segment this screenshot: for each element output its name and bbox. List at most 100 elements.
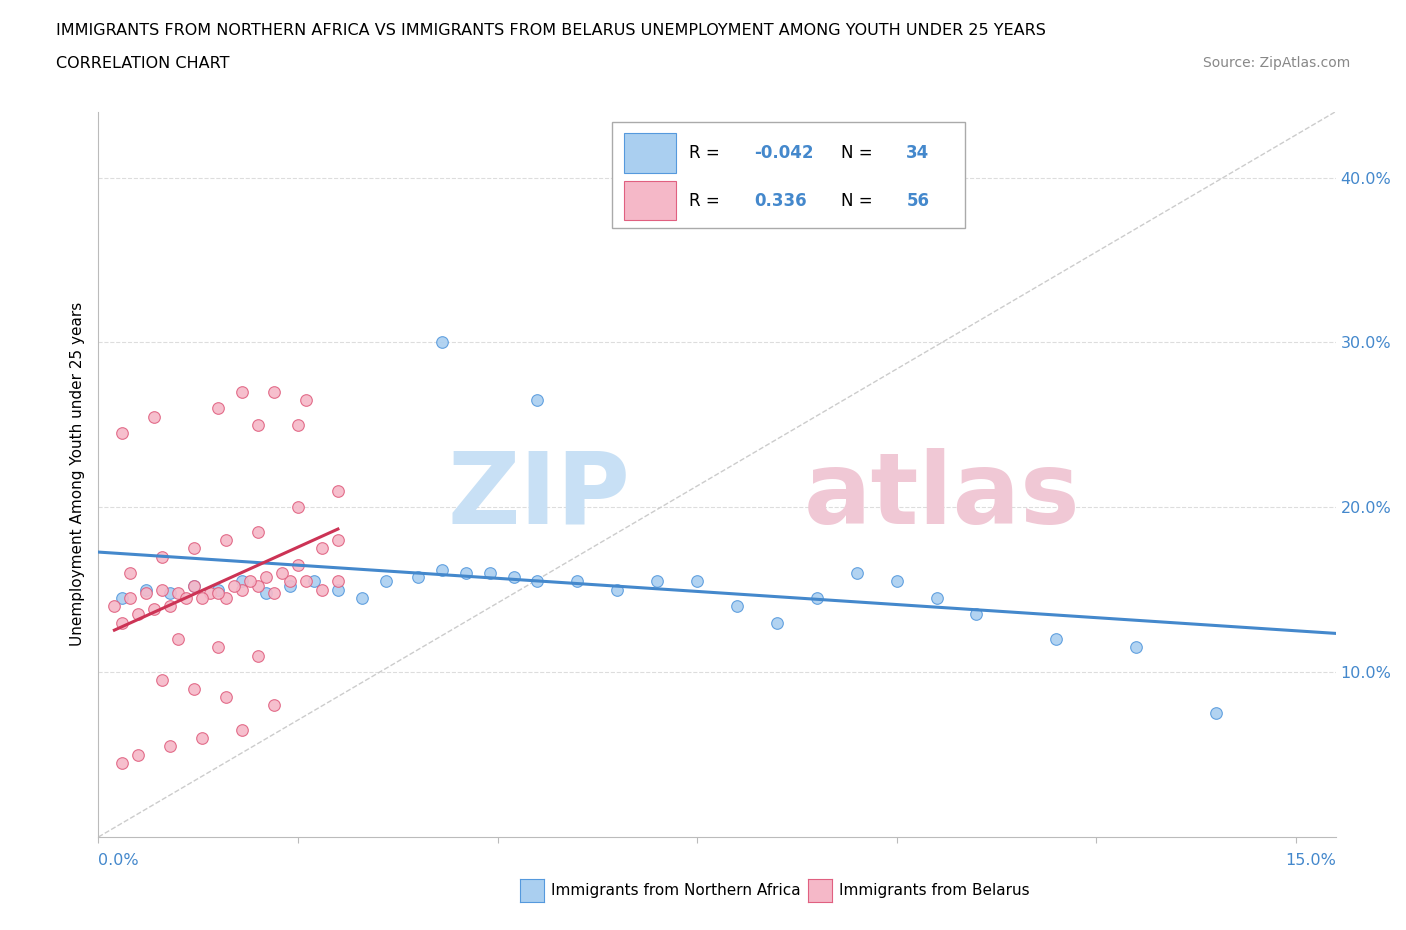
Point — [254, 586, 277, 601]
FancyBboxPatch shape — [624, 180, 676, 220]
Text: N =: N = — [841, 144, 872, 162]
Point — [1045, 631, 1067, 646]
Point — [326, 484, 349, 498]
Text: R =: R = — [689, 192, 720, 210]
Point — [725, 599, 748, 614]
FancyBboxPatch shape — [624, 133, 676, 173]
Point — [183, 579, 205, 594]
Point — [231, 574, 253, 589]
Point — [806, 591, 828, 605]
Point — [311, 582, 333, 597]
Point — [150, 673, 173, 688]
Text: atlas: atlas — [804, 447, 1080, 545]
Point — [207, 401, 229, 416]
Point — [127, 607, 149, 622]
Point — [191, 731, 214, 746]
Point — [526, 574, 548, 589]
Point — [215, 689, 238, 704]
Point — [350, 591, 373, 605]
Point — [215, 591, 238, 605]
Point — [247, 418, 270, 432]
Text: CORRELATION CHART: CORRELATION CHART — [56, 56, 229, 71]
Point — [207, 586, 229, 601]
Point — [263, 586, 285, 601]
Point — [135, 582, 157, 597]
Point — [326, 574, 349, 589]
Point — [287, 499, 309, 514]
Point — [502, 569, 524, 584]
Text: ZIP: ZIP — [447, 447, 630, 545]
Point — [247, 579, 270, 594]
Point — [295, 574, 318, 589]
Point — [287, 558, 309, 573]
Point — [127, 747, 149, 762]
Point — [766, 616, 789, 631]
Point — [183, 541, 205, 556]
Point — [526, 392, 548, 407]
Point — [191, 591, 214, 605]
Point — [278, 579, 301, 594]
Point — [430, 563, 453, 578]
Point — [295, 392, 318, 407]
Point — [143, 409, 166, 424]
Point — [686, 574, 709, 589]
Point — [231, 384, 253, 399]
Text: 56: 56 — [907, 192, 929, 210]
Text: Source: ZipAtlas.com: Source: ZipAtlas.com — [1202, 56, 1350, 70]
Point — [966, 607, 988, 622]
Point — [167, 586, 190, 601]
Point — [430, 335, 453, 350]
Point — [406, 569, 429, 584]
Point — [1205, 706, 1227, 721]
Point — [167, 631, 190, 646]
Point — [567, 574, 589, 589]
Point — [326, 582, 349, 597]
Point — [120, 591, 142, 605]
Text: IMMIGRANTS FROM NORTHERN AFRICA VS IMMIGRANTS FROM BELARUS UNEMPLOYMENT AMONG YO: IMMIGRANTS FROM NORTHERN AFRICA VS IMMIG… — [56, 23, 1046, 38]
Point — [925, 591, 948, 605]
Y-axis label: Unemployment Among Youth under 25 years: Unemployment Among Youth under 25 years — [70, 302, 86, 646]
Point — [150, 550, 173, 565]
Point — [143, 602, 166, 617]
Point — [326, 533, 349, 548]
Text: -0.042: -0.042 — [754, 144, 814, 162]
Text: N =: N = — [841, 192, 872, 210]
Point — [159, 586, 181, 601]
Point — [111, 616, 134, 631]
Point — [135, 586, 157, 601]
Point — [111, 591, 134, 605]
Point — [215, 533, 238, 548]
Point — [454, 565, 477, 580]
Point — [606, 582, 628, 597]
Point — [183, 681, 205, 696]
Text: Immigrants from Belarus: Immigrants from Belarus — [839, 884, 1031, 898]
Point — [254, 569, 277, 584]
Point — [174, 591, 197, 605]
Text: 15.0%: 15.0% — [1285, 853, 1336, 868]
Point — [278, 574, 301, 589]
Point — [247, 648, 270, 663]
Point — [231, 582, 253, 597]
Point — [198, 586, 221, 601]
Point — [645, 574, 668, 589]
Text: R =: R = — [689, 144, 720, 162]
Point — [183, 579, 205, 594]
Point — [1125, 640, 1147, 655]
Point — [374, 574, 396, 589]
Point — [231, 723, 253, 737]
Text: Immigrants from Northern Africa: Immigrants from Northern Africa — [551, 884, 801, 898]
Point — [478, 565, 501, 580]
Text: 0.336: 0.336 — [754, 192, 807, 210]
Point — [845, 565, 868, 580]
Point — [150, 582, 173, 597]
Point — [111, 426, 134, 441]
Point — [159, 599, 181, 614]
Point — [271, 565, 294, 580]
Text: 34: 34 — [907, 144, 929, 162]
Point — [111, 755, 134, 770]
FancyBboxPatch shape — [612, 123, 965, 228]
Point — [120, 565, 142, 580]
Point — [302, 574, 325, 589]
Point — [263, 698, 285, 712]
Point — [224, 579, 246, 594]
